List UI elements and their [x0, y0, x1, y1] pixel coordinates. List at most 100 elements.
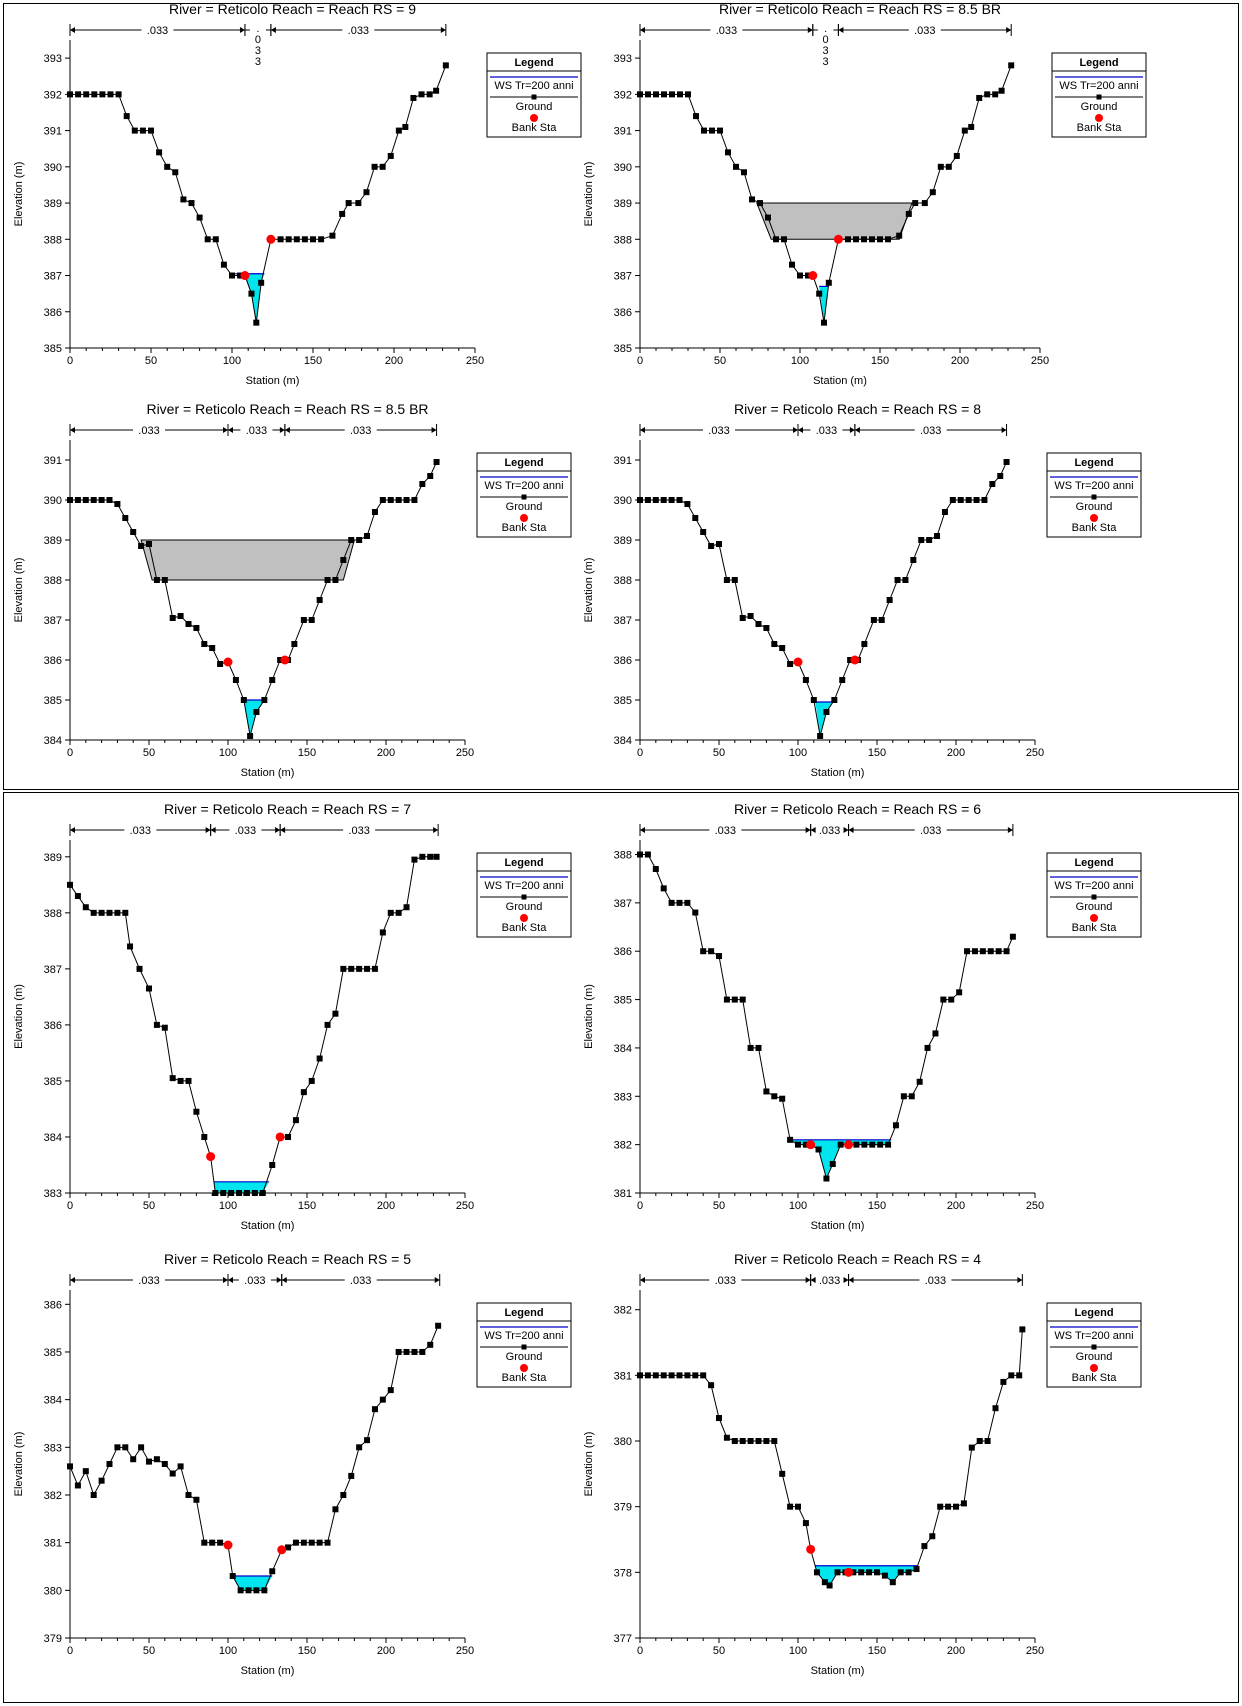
chart-title: River = Reticolo Reach = Reach RS = 9	[169, 1, 416, 17]
ground-point	[193, 1496, 200, 1503]
ground-point	[929, 1533, 936, 1540]
ground-point	[668, 899, 675, 906]
ground-point	[989, 481, 996, 487]
legend-ground-point	[521, 1344, 527, 1350]
arrow-head	[70, 1277, 75, 1283]
y-tick-label: 389	[44, 535, 62, 547]
ground-point	[98, 497, 105, 503]
chart-title: River = Reticolo Reach = Reach RS = 8.5 …	[146, 401, 428, 417]
arrow-head	[640, 1277, 645, 1283]
ground-point	[153, 1456, 160, 1463]
arrow-head	[431, 427, 437, 433]
ground-point	[1019, 1326, 1026, 1333]
x-axis-label: Station (m)	[241, 767, 295, 779]
ground-point	[929, 189, 936, 196]
ground-point	[122, 515, 129, 521]
ground-point	[763, 1088, 770, 1095]
ground-point	[716, 1415, 722, 1422]
ground-point	[763, 625, 770, 631]
y-tick-label: 389	[44, 198, 62, 210]
ground-point	[668, 1372, 675, 1379]
bank-station-marker	[240, 271, 250, 281]
chart-3: River = Reticolo Reach = Reach RS = 8.5 …	[13, 401, 572, 779]
water-area	[235, 273, 265, 323]
x-tick-label: 200	[377, 1645, 395, 1657]
ground-point	[779, 1470, 786, 1477]
ground-point	[802, 1141, 809, 1148]
x-tick-label: 250	[456, 1645, 474, 1657]
manning-label: .033	[348, 25, 369, 37]
legend-title: Legend	[504, 457, 543, 469]
ground-point	[684, 501, 691, 507]
ground-point	[995, 948, 1002, 955]
ground-point	[992, 91, 999, 98]
ground-point	[676, 1372, 683, 1379]
ground-point	[717, 127, 723, 134]
ground-point	[146, 1458, 152, 1465]
y-tick-label: 386	[614, 946, 632, 958]
ground-point	[387, 909, 394, 916]
ground-point	[869, 236, 875, 243]
legend-bank-label: Bank Sta	[512, 122, 558, 134]
ground-point	[739, 615, 746, 621]
ground-point	[765, 214, 771, 221]
ground-point	[316, 1539, 323, 1546]
ground-point	[644, 497, 651, 503]
ground-point	[308, 1539, 315, 1546]
x-tick-label: 0	[67, 1645, 73, 1657]
manning-segment: .033	[270, 24, 447, 37]
ground-point	[941, 509, 948, 515]
legend-bank-label: Bank Sta	[502, 922, 548, 934]
x-tick-label: 50	[713, 1645, 725, 1657]
y-tick-label: 385	[44, 695, 62, 707]
ground-point	[356, 537, 363, 543]
y-tick-label: 386	[614, 307, 632, 319]
ground-point	[692, 1372, 699, 1379]
manning-segment: .033	[69, 424, 229, 437]
x-tick-label: 200	[947, 1200, 965, 1212]
y-axis-label: Elevation (m)	[13, 1432, 25, 1497]
ground-point	[340, 1491, 347, 1498]
ground-point	[229, 272, 235, 279]
ground-point	[821, 319, 827, 326]
ground-point	[837, 1141, 844, 1148]
ground-point	[861, 236, 867, 243]
legend-title: Legend	[504, 1307, 543, 1319]
ground-point	[427, 1341, 434, 1348]
ground-point	[723, 996, 730, 1003]
ground-point	[723, 1434, 730, 1441]
ground-point	[821, 1579, 828, 1586]
arrow-head	[1006, 27, 1012, 33]
ground-point	[201, 1133, 208, 1140]
ground-point	[67, 91, 73, 98]
y-tick-label: 383	[44, 1188, 62, 1200]
arrow-head	[440, 27, 446, 33]
ground-point	[300, 1539, 307, 1546]
manning-label: .033	[147, 25, 168, 37]
ground-point	[185, 1077, 192, 1084]
chart-title: River = Reticolo Reach = Reach RS = 5	[164, 1251, 411, 1267]
ground-point	[371, 1406, 378, 1413]
ground-point	[324, 577, 331, 583]
ground-point	[645, 91, 651, 98]
y-tick-label: 385	[44, 1076, 62, 1088]
ground-point	[850, 1569, 857, 1576]
bank-station-marker	[793, 657, 803, 667]
ground-point	[787, 1136, 794, 1143]
ground-point	[348, 965, 355, 972]
ground-point	[316, 1055, 323, 1062]
ground-point	[411, 1348, 418, 1355]
ground-point	[301, 236, 308, 243]
ground-point	[976, 94, 983, 101]
arrow-head	[810, 1277, 816, 1283]
manning-label: .033	[350, 1275, 371, 1287]
ground-point	[861, 1141, 868, 1148]
y-axis-label: Elevation (m)	[583, 984, 595, 1049]
ground-point	[237, 1587, 244, 1594]
ground-point	[885, 1141, 892, 1148]
ground-point	[243, 1190, 250, 1196]
manning-label: .033	[138, 1275, 159, 1287]
ground-point	[669, 91, 675, 98]
y-tick-label: 391	[44, 455, 62, 467]
ground-point	[442, 62, 449, 69]
